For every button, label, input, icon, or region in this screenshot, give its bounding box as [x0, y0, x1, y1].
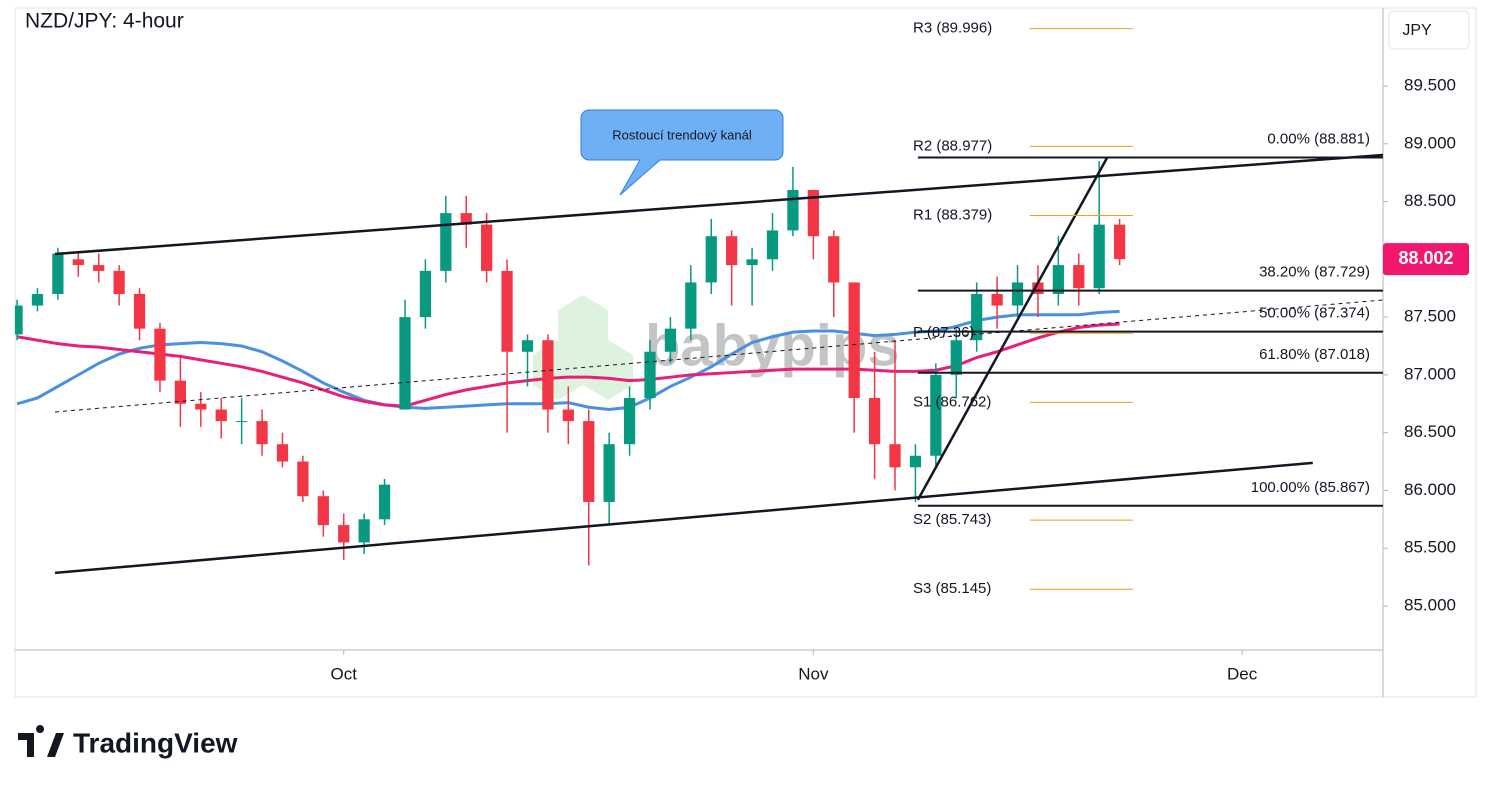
candle-body: [726, 236, 738, 266]
y-tick-label: 85.000: [1404, 595, 1456, 614]
trendline: [54, 299, 1383, 413]
chart-title: NZD/JPY: 4-hour: [25, 10, 184, 33]
pivot-label: R3 (89.996): [913, 20, 992, 37]
candle-body: [521, 340, 534, 352]
candle-body: [419, 270, 432, 318]
fib-label: 38.20% (87.729): [1259, 264, 1370, 281]
candle-body: [317, 496, 329, 526]
candle-body: [562, 409, 574, 422]
candle-body: [868, 397, 881, 445]
y-tick-label: 88.500: [1404, 191, 1456, 210]
candle-body: [787, 189, 799, 231]
candle-body: [15, 305, 23, 335]
x-tick-label: Oct: [331, 664, 358, 683]
candle-body: [399, 317, 411, 410]
y-tick-label: 85.500: [1404, 538, 1456, 557]
candle-body: [930, 374, 942, 456]
pivot-label: R2 (88.977): [913, 137, 992, 154]
candle-body: [1032, 282, 1044, 294]
candle-body: [460, 213, 472, 225]
candle-body: [950, 340, 962, 375]
candle-body: [195, 403, 207, 410]
candle-body: [256, 421, 268, 445]
y-tick-label: 86.000: [1404, 480, 1456, 499]
brand-icon: [18, 725, 64, 757]
candle-body: [1052, 265, 1064, 294]
candle-body: [1011, 282, 1024, 306]
candle-body: [93, 265, 105, 271]
candle-body: [501, 270, 513, 352]
candle-body: [909, 455, 922, 468]
candle-body: [72, 259, 84, 266]
pivot-label: S1 (86.762): [913, 393, 991, 410]
candle-body: [236, 421, 248, 423]
candle-body: [542, 340, 554, 410]
fib-label: 61.80% (87.018): [1259, 346, 1370, 363]
candle-body: [1073, 265, 1085, 289]
pivot-label: P (87.36): [913, 324, 974, 341]
fib-label: 100.00% (85.867): [1251, 479, 1370, 496]
candle-body: [297, 461, 309, 497]
pivot-label: S3 (85.145): [913, 580, 991, 597]
candle-body: [154, 328, 166, 381]
y-tick-label: 87.000: [1404, 364, 1456, 383]
candle-body: [623, 397, 636, 445]
candle-body: [807, 189, 819, 237]
candle-body: [1093, 224, 1105, 289]
candle-body: [52, 253, 64, 294]
candle-body: [338, 525, 350, 543]
callout: Rostoucí trendový kanál: [580, 109, 784, 196]
candle-body: [174, 380, 186, 404]
candle-body: [991, 293, 1003, 306]
fib-label: 50.00% (87.374): [1259, 305, 1370, 322]
candle-body: [603, 444, 615, 502]
x-tick-label: Nov: [798, 664, 829, 683]
candle-body: [828, 236, 840, 283]
y-tick-label: 87.500: [1404, 307, 1456, 326]
axis-label-box: [1388, 10, 1470, 50]
candle-body: [664, 328, 677, 352]
candle-body: [31, 293, 44, 306]
candle-body: [644, 351, 656, 398]
last-price-box: [1383, 243, 1469, 276]
candle-body: [440, 213, 452, 271]
candle-body: [133, 293, 146, 329]
brand-text: TradingView: [73, 727, 238, 758]
y-tick-label: 89.000: [1404, 133, 1456, 152]
fib-label: 0.00% (88.881): [1267, 130, 1370, 147]
trendline: [54, 153, 1383, 256]
candle-body: [113, 270, 125, 294]
candle-body: [848, 282, 860, 398]
candle-body: [705, 236, 717, 283]
callout-text: Rostoucí trendový kanál: [612, 127, 752, 142]
candle-body: [215, 409, 227, 422]
candle-body: [583, 421, 595, 502]
candle-body: [889, 444, 901, 468]
pivot-label: R1 (88.379): [913, 206, 992, 223]
trendline: [916, 157, 1109, 501]
candle-body: [1113, 224, 1126, 260]
trendline: [54, 461, 1313, 575]
brand-logo: TradingView: [18, 725, 238, 758]
y-tick-label: 89.500: [1404, 75, 1456, 94]
y-axis-label: JPY: [1402, 22, 1432, 39]
candle-body: [276, 444, 289, 462]
candle-body: [746, 259, 758, 266]
last-price-label: 88.002: [1398, 248, 1453, 268]
pivot-label: S2 (85.743): [913, 511, 991, 528]
candle-body: [378, 484, 391, 520]
candle-body: [685, 282, 697, 329]
candle-body: [358, 519, 370, 543]
y-tick-label: 86.500: [1404, 422, 1456, 441]
callout-bubble: [580, 109, 784, 196]
candle-body: [766, 230, 779, 260]
candle-body: [971, 293, 983, 341]
x-tick-label: Dec: [1227, 664, 1258, 683]
candle-body: [481, 224, 493, 271]
